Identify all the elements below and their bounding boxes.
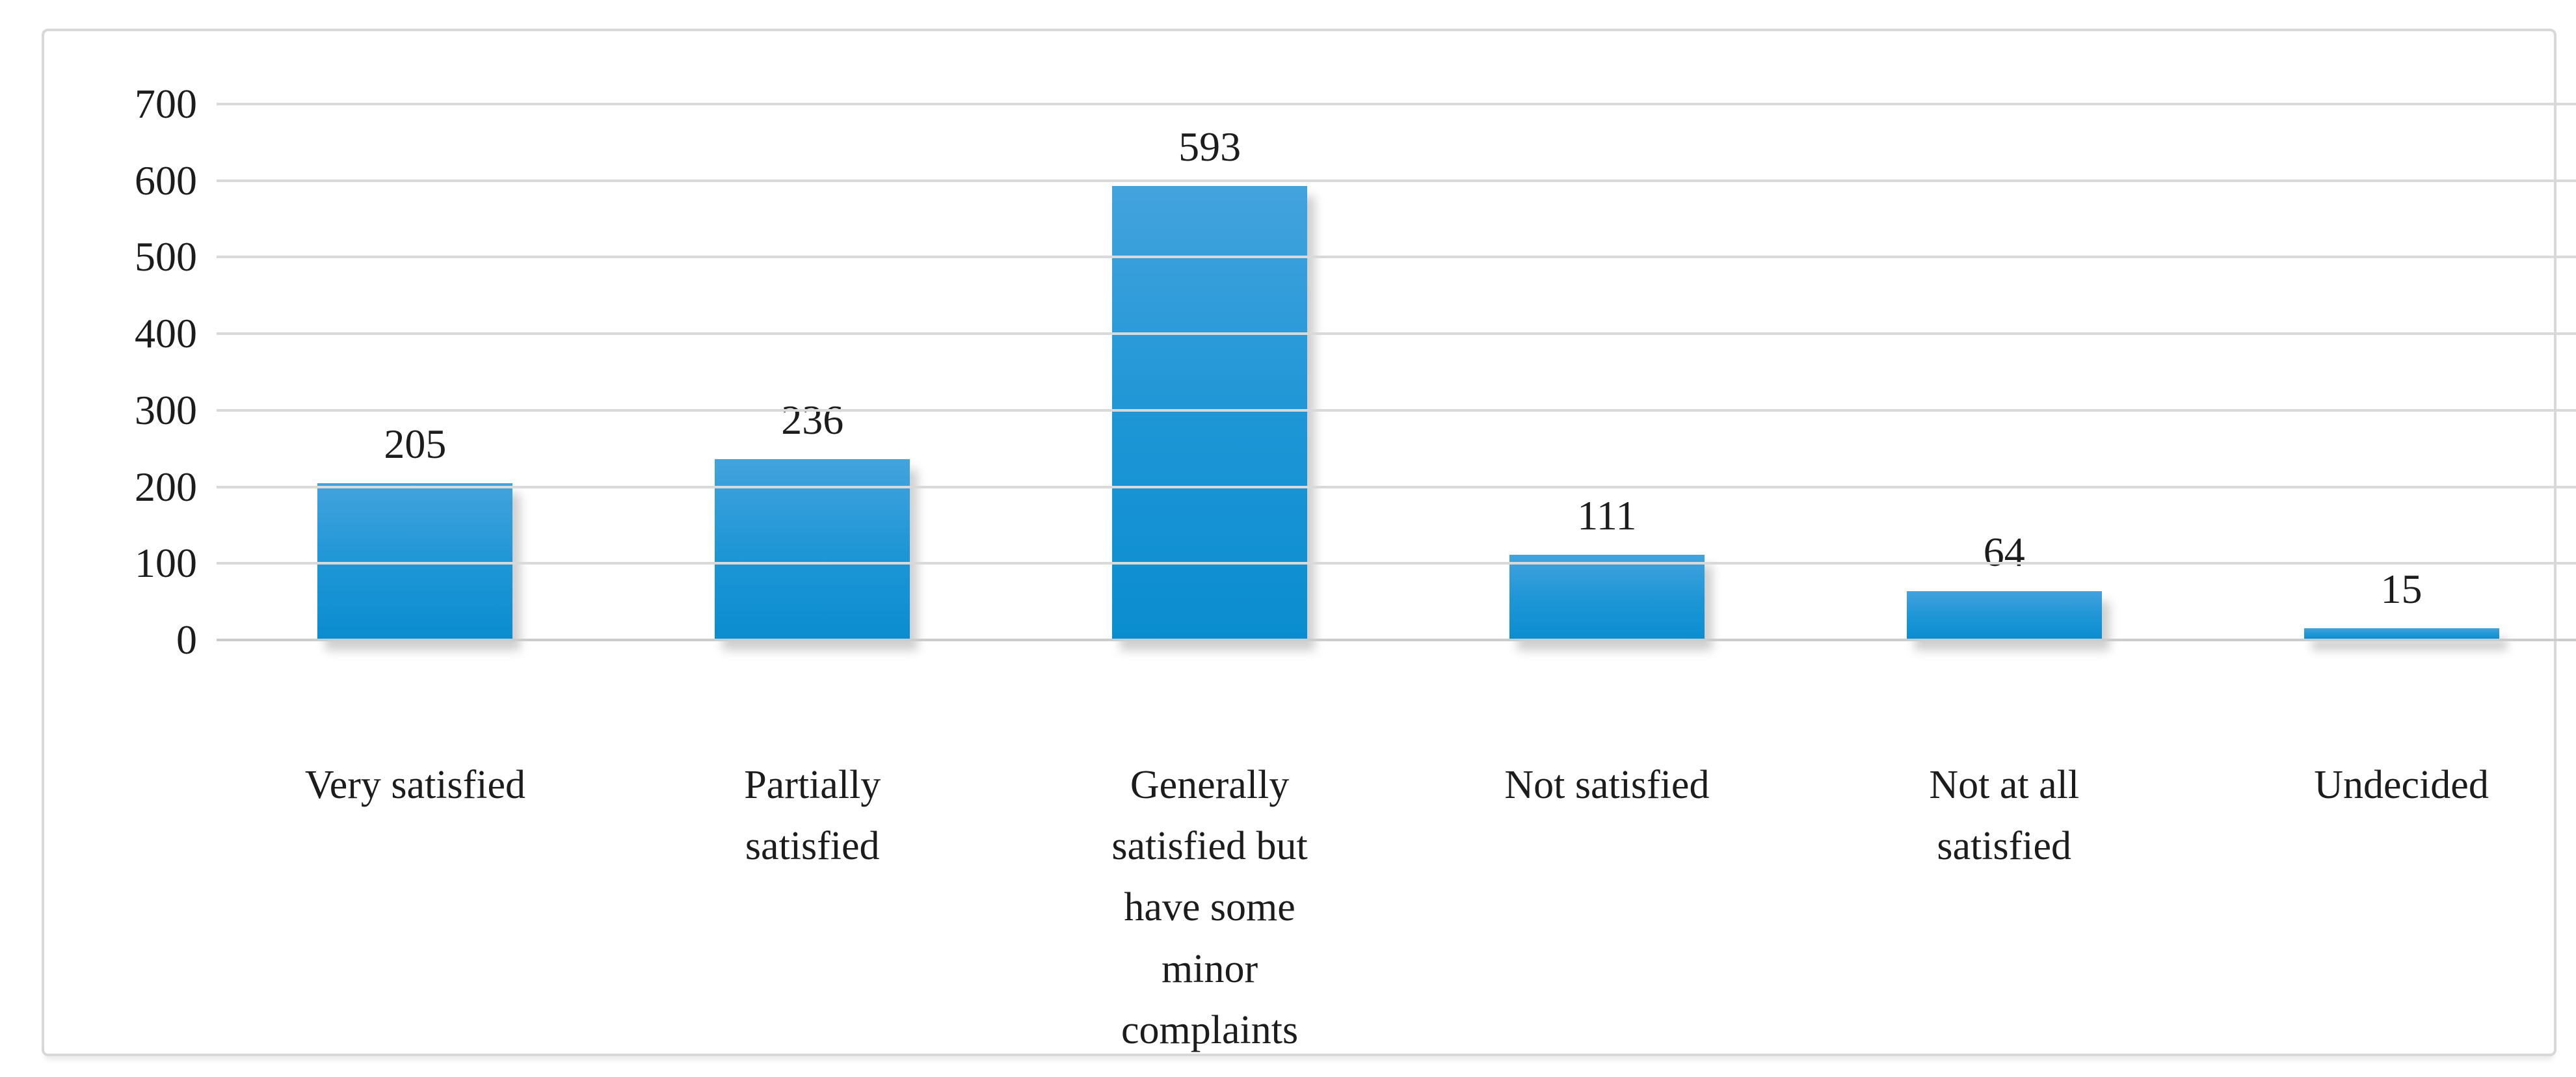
bar bbox=[2304, 628, 2499, 640]
gridline bbox=[217, 562, 2576, 565]
category-labels-row: Very satisfied Partially satisfied General… bbox=[217, 754, 2576, 1061]
y-axis-tick-label: 500 bbox=[135, 233, 197, 280]
gridline bbox=[217, 332, 2576, 336]
bar bbox=[1112, 185, 1308, 640]
gridline bbox=[217, 179, 2576, 182]
gridline bbox=[217, 408, 2576, 412]
gridline bbox=[217, 485, 2576, 488]
category-label: Not at all satisfied bbox=[1929, 763, 2080, 869]
bar-value-label: 236 bbox=[781, 397, 844, 444]
y-axis-tick-label: 300 bbox=[135, 386, 197, 433]
gridline bbox=[217, 639, 2576, 641]
y-axis-tick-label: 100 bbox=[135, 540, 197, 587]
bar bbox=[1906, 591, 2102, 640]
chart-frame: 205 236 593 111 64 15 0 100 200 300 400 500 600 700 … bbox=[42, 29, 2576, 1056]
bar-value-label: 205 bbox=[384, 420, 447, 467]
category-label: Partially satisfied bbox=[744, 763, 881, 869]
category-label: Generally satisfied but have some minor … bbox=[1111, 763, 1308, 1052]
y-axis-tick-label: 600 bbox=[135, 157, 197, 204]
category-label: Undecided bbox=[2314, 763, 2489, 807]
gridline bbox=[217, 256, 2576, 259]
bar-slot: 205 bbox=[217, 104, 614, 640]
bars-row: 205 236 593 111 64 15 bbox=[217, 104, 2576, 640]
bar-slot: 64 bbox=[1805, 104, 2203, 640]
y-axis-tick-label: 0 bbox=[176, 617, 197, 663]
bar-slot: 593 bbox=[1011, 104, 1409, 640]
category-label: Not satisfied bbox=[1504, 763, 1710, 807]
plot-area: 205 236 593 111 64 15 0 100 200 300 400 500 600 700 bbox=[135, 83, 2576, 661]
category-label: Very satisfied bbox=[304, 763, 525, 807]
bar-value-label: 15 bbox=[2380, 566, 2423, 613]
bar bbox=[1509, 555, 1705, 640]
bar-slot: 15 bbox=[2203, 104, 2576, 640]
bar-value-label: 64 bbox=[1983, 528, 2025, 575]
bar-slot: 111 bbox=[1408, 104, 1805, 640]
y-axis-tick-label: 700 bbox=[135, 81, 197, 127]
bar-slot: 236 bbox=[614, 104, 1011, 640]
gridline bbox=[217, 103, 2576, 105]
y-axis-tick-label: 200 bbox=[135, 463, 197, 510]
bar-value-label: 111 bbox=[1577, 492, 1637, 539]
y-axis-tick-label: 400 bbox=[135, 310, 197, 357]
bar-value-label: 593 bbox=[1178, 123, 1242, 170]
bar bbox=[317, 483, 513, 640]
bar bbox=[715, 459, 910, 640]
